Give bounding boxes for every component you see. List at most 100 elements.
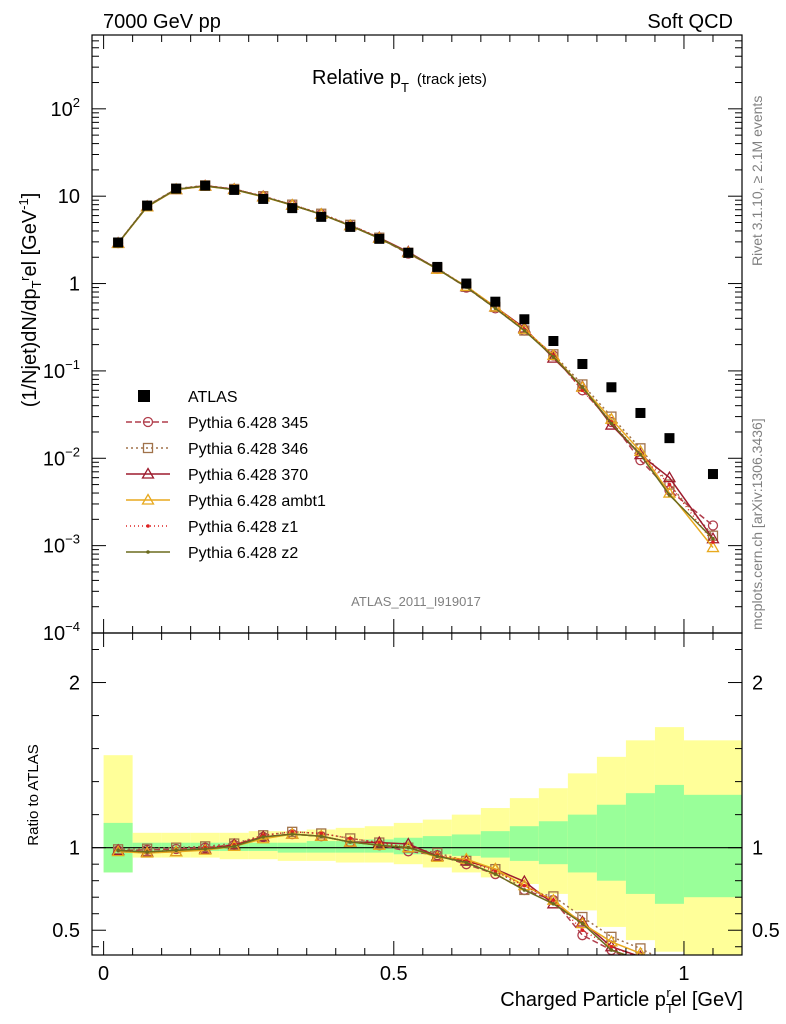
atlas-data-point [258, 193, 269, 204]
ratio-series-point [261, 835, 266, 839]
ratio-series-point [668, 975, 672, 979]
legend-marker [141, 493, 155, 505]
series-point [635, 443, 646, 454]
series-point [609, 421, 614, 426]
series-point [580, 385, 585, 390]
ratio-series-point [665, 967, 674, 976]
ratio-series-point [232, 844, 236, 849]
x-axis-label: Charged Particle pTrel [GeV] [500, 985, 743, 1016]
y-tick-label: 10−3 [43, 532, 80, 558]
series-point [493, 306, 498, 311]
y-tick-label: 10−4 [43, 619, 80, 645]
ratio-series-point [435, 854, 440, 859]
ratio-series-point [290, 832, 295, 836]
ratio-series-point [665, 959, 674, 968]
ratio-series-point [707, 974, 718, 984]
ratio-series-point [285, 827, 299, 839]
ratio-y-tick-label: 2 [69, 673, 80, 695]
atlas-data-point [606, 382, 617, 393]
series-line [117, 185, 714, 540]
legend-marker [141, 467, 155, 479]
uncertainty-band-inner [567, 814, 597, 873]
y-tick-label: 10 [58, 186, 80, 208]
ratio-series-point [668, 963, 672, 967]
atlas-data-point [316, 211, 327, 222]
ratio-series-point [575, 916, 590, 929]
rivet-version: Rivet 3.1.10, ≥ 2.1M events [749, 96, 765, 266]
atlas-data-point [635, 407, 646, 418]
chart-title-extra: (track jets) [417, 71, 487, 88]
x-axis-label-sub: T [666, 1001, 674, 1016]
series-point [546, 351, 561, 363]
legend-label: Pythia 6.428 z1 [188, 519, 298, 536]
ratio-series-point [406, 845, 411, 850]
x-axis-label-sup: r [666, 985, 671, 1000]
ratio-y-tick-label: 0.5 [52, 920, 80, 942]
legend-label: Pythia 6.428 346 [188, 441, 308, 458]
series-point [633, 447, 648, 460]
atlas-data-point [490, 296, 501, 307]
atlas-data-point [403, 247, 414, 258]
ratio-series-point [577, 930, 588, 941]
ratio-series-point [377, 840, 382, 845]
series-point [711, 536, 715, 541]
header-left: 7000 GeV pp [103, 11, 221, 33]
x-tick-label: 0.5 [380, 963, 408, 985]
ratio-series-point [551, 902, 556, 906]
y-tick-label: 10−1 [43, 357, 80, 383]
ratio-y-tick-label: 1 [69, 838, 80, 860]
atlas-data-point [142, 200, 153, 211]
ratio-series-point [493, 872, 498, 876]
ratio-series-point [639, 957, 643, 961]
series-point [522, 328, 527, 333]
series-point [551, 355, 556, 359]
ratio-y-tick-label-right: 1 [752, 838, 763, 860]
x-tick-label: 0 [98, 963, 109, 985]
series-point [662, 470, 677, 483]
ratio-panel: 0 0.5 1 0.5 0.5 1 1 2 2 [52, 632, 780, 985]
ratio-series-point [635, 946, 646, 955]
y-tick-label: 102 [51, 95, 80, 121]
atlas-data-point [113, 237, 124, 248]
atlas-data-point [432, 261, 443, 272]
series-point [604, 418, 619, 430]
mcplots-reference: mcplots.cern.ch [arXiv:1306.3436] [749, 418, 765, 630]
chart-title: Relative pT (track jets) [312, 67, 487, 95]
ratio-series-point [174, 848, 178, 853]
series-line [117, 184, 714, 543]
atlas-data-point [548, 335, 559, 346]
ratio-series-point [227, 838, 241, 850]
ratio-series-point [639, 958, 643, 962]
header-right: Soft QCD [647, 11, 733, 33]
atlas-data-point [519, 314, 530, 325]
atlas-data-point [461, 278, 472, 289]
uncertainty-band-inner [538, 821, 568, 865]
uncertainty-band-inner [625, 793, 655, 894]
y-tick-label: 1 [69, 274, 80, 296]
uncertainty-band-inner [248, 842, 278, 851]
ratio-series-point [708, 975, 717, 984]
ratio-series-point [522, 883, 527, 888]
series-line [117, 185, 714, 540]
x-axis-label-main: Charged Particle p [500, 989, 666, 1011]
ratio-frame [91, 632, 743, 956]
uncertainty-band-inner [480, 831, 510, 858]
y-tick-label: 10−2 [43, 444, 80, 470]
ratio-series-point [580, 921, 585, 926]
legend-label: Pythia 6.428 370 [188, 467, 308, 484]
ratio-y-tick-label-right: 0.5 [752, 920, 780, 942]
y-axis-label: (1/Njet)dN/dpTrel [GeV-1] [16, 193, 44, 408]
ratio-series-point [464, 860, 469, 865]
ratio-series-point [609, 944, 614, 949]
x-tick-label: 1 [678, 963, 689, 985]
atlas-data-point [577, 358, 588, 369]
atlas-data-point [171, 183, 182, 194]
ratio-series-point [116, 848, 120, 853]
atlas-data-point [229, 184, 240, 195]
uncertainty-band-inner [654, 784, 684, 904]
ratio-y-axis-label: Ratio to ATLAS [25, 744, 42, 845]
legend: ATLAS Pythia 6.428 345 Pythia 6.428 346 Pyt… [126, 389, 326, 562]
series-point [667, 482, 672, 487]
ratio-series-point [708, 965, 717, 974]
